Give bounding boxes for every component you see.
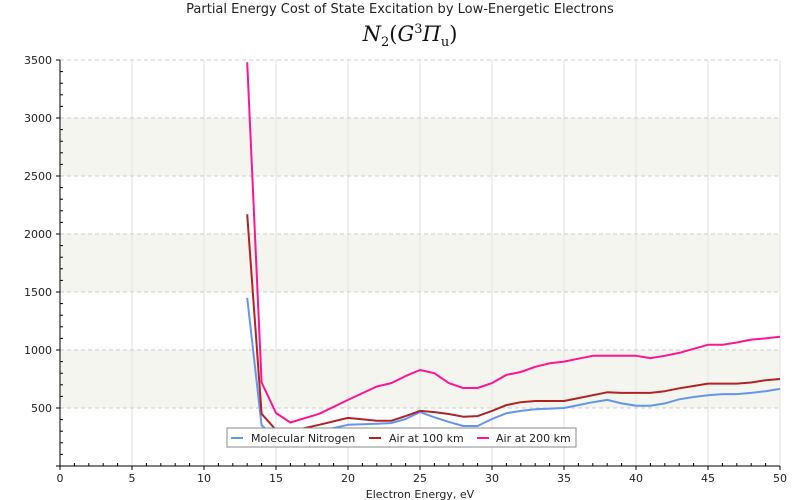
- legend: Molecular Nitrogen Air at 100 km Air at …: [226, 427, 577, 448]
- y-tick-label: 2000: [24, 228, 52, 241]
- x-tick-label: 30: [485, 472, 499, 485]
- series-line-air-at-100-km: [246, 214, 781, 433]
- y-tick-label: 2500: [24, 170, 52, 183]
- subtitle-base-sub: 2: [380, 35, 390, 51]
- subtitle-state: G: [397, 22, 415, 46]
- x-tick-label: 50: [773, 472, 787, 485]
- x-tick-label: 25: [413, 472, 427, 485]
- y-tick-label: 1000: [24, 344, 52, 357]
- x-tick-label: 45: [701, 472, 715, 485]
- series-line-air-at-200-km: [246, 62, 781, 424]
- x-tick-label: 35: [557, 472, 571, 485]
- subtitle-state-sup: 3: [414, 22, 423, 37]
- legend-label-air-200km: Air at 200 km: [496, 432, 571, 445]
- subtitle-paren: (: [389, 22, 398, 46]
- legend-label-air-100km: Air at 100 km: [389, 432, 464, 445]
- chart-title: Partial Energy Cost of State Excitation …: [186, 2, 614, 17]
- y-tick-label: 3000: [24, 112, 52, 125]
- series-line-molecular-nitrogen: [246, 297, 781, 440]
- grid-lines: [60, 59, 781, 466]
- axes: 0 5 10 15 20 25 30 35 40 45 50 500 1000 1500 2000 2500 3…: [24, 54, 787, 485]
- x-tick-label: 40: [629, 472, 643, 485]
- chart-subtitle: N2(G3Πu): [0, 22, 800, 50]
- x-axis-label: Electron Energy, eV: [366, 488, 475, 500]
- subtitle-term: Π: [422, 22, 441, 46]
- y-tick-label: 1500: [24, 286, 52, 299]
- x-tick-label: 0: [57, 472, 64, 485]
- x-tick-label: 10: [197, 472, 211, 485]
- subtitle-base: N: [362, 22, 381, 46]
- series-layer: [246, 62, 781, 440]
- x-tick-label: 20: [341, 472, 355, 485]
- subtitle-term-sub: u: [440, 35, 450, 51]
- subtitle-paren-close: ): [449, 22, 458, 46]
- x-tick-label: 5: [129, 472, 136, 485]
- y-tick-label: 3500: [24, 54, 52, 67]
- legend-label-molecular-nitrogen: Molecular Nitrogen: [251, 432, 355, 445]
- legend-box: [226, 427, 577, 448]
- x-tick-label: 15: [269, 472, 283, 485]
- y-tick-label: 500: [31, 402, 52, 415]
